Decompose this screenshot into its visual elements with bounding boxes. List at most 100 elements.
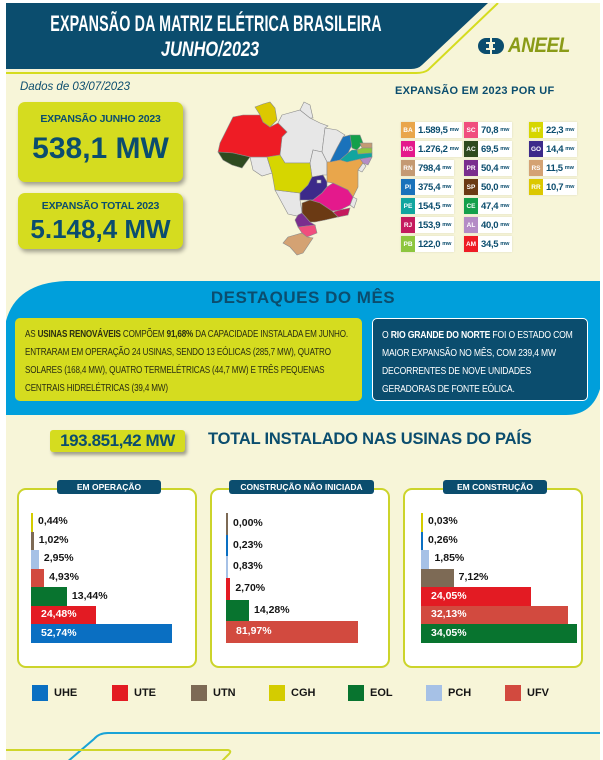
text-part: DA CAPACIDADE INSTALADA EM JUNHO. ENTRAR… — [25, 329, 348, 394]
bar-eol — [226, 599, 249, 622]
highlights-title: DESTAQUES DO MÊS — [210, 288, 396, 307]
bar-label-pch: 1,85% — [434, 552, 465, 565]
bar-label-cgh: 0,03% — [428, 515, 458, 528]
legend-item-eol: EOL — [348, 685, 393, 701]
footer-blue-line — [67, 732, 600, 760]
uf-badge: AM — [464, 236, 478, 252]
legend-swatch — [426, 685, 442, 701]
kpi-total-label: EXPANSÃO TOTAL 2023 — [41, 200, 160, 212]
highlight-renewables-text: AS USINAS RENOVÁVEIS COMPÕEM 91,68% DA C… — [25, 326, 365, 398]
uf-unit: mw — [500, 146, 510, 152]
data-date: Dados de 03/07/2023 — [20, 81, 130, 93]
map-state-ac — [217, 151, 251, 169]
uf-badge: PR — [464, 160, 478, 176]
map-state-rs — [282, 232, 314, 256]
uf-unit: mw — [442, 203, 452, 209]
uf-item-pi: PI 375,4 mw — [401, 179, 455, 195]
bar-eol — [421, 624, 577, 643]
bar-label-ute: 24,48% — [41, 608, 77, 621]
uf-value: 22,3 — [546, 124, 564, 136]
bar-label-ute: 2,70% — [235, 581, 266, 594]
brazil-map — [217, 101, 373, 256]
bar-label-utn: 0,00% — [233, 516, 263, 529]
bar-pch — [31, 550, 39, 569]
legend-label: UTE — [134, 687, 156, 699]
aneel-logo: ANEEL — [478, 34, 577, 58]
legend-item-cgh: CGH — [269, 685, 315, 701]
uf-unit: mw — [565, 127, 575, 133]
bar-ute — [31, 605, 97, 625]
uf-value: 69,5 — [481, 143, 499, 155]
highlight-state: O RIO GRANDE DO NORTE FOI O ESTADO COM M… — [372, 318, 588, 401]
uf-item-rr: RR 10,7 mw — [529, 179, 578, 195]
legend-swatch — [112, 685, 128, 701]
uf-unit: mw — [564, 165, 574, 171]
uf-unit: mw — [500, 222, 510, 228]
uf-unit: mw — [500, 127, 510, 133]
bar-ute — [421, 587, 532, 606]
page-subtitle: JUNHO/2023 — [160, 38, 260, 61]
bar-label-uhe: 0,26% — [428, 533, 458, 546]
installed-total-label: TOTAL INSTALADO NAS USINAS DO PAÍS — [208, 430, 532, 448]
uf-unit: mw — [442, 222, 452, 228]
uf-item-ba: BA 1.589,5 mw — [401, 122, 462, 138]
footer-decoration — [6, 732, 600, 760]
legend-label: UTN — [213, 687, 236, 699]
header-background — [6, 3, 488, 69]
text-part: COMPÕEM — [120, 329, 167, 340]
map-state-sc — [297, 224, 318, 238]
bar-eol — [31, 587, 67, 606]
uf-item-ce: CE 47,4 mw — [464, 198, 513, 214]
chart-panel-in-operation: EM OPERAÇÃO 0,44% 1,02% 2,95% 4,93% 13,44% 24… — [17, 480, 197, 668]
uf-item-sp: SP 50,0 mw — [464, 179, 513, 195]
bar-label-ufv: 32,13% — [431, 608, 467, 621]
uf-value: 375,4 — [418, 181, 441, 193]
bar-ufv — [421, 605, 569, 625]
uf-unit: mw — [500, 241, 510, 247]
uf-unit: mw — [449, 146, 459, 152]
text-emphasis: USINAS RENOVÁVEIS — [37, 329, 121, 340]
text-part: O — [382, 330, 391, 341]
map-state-ba — [326, 158, 364, 198]
legend-item-utn: UTN — [191, 685, 236, 701]
uf-badge: AL — [464, 217, 478, 233]
uf-item-rs: RS 11,5 mw — [529, 160, 577, 176]
uf-item-sc: SC 70,8 mw — [464, 122, 513, 138]
uf-badge: RS — [529, 160, 543, 176]
uf-value: 47,4 — [481, 200, 499, 212]
bar-ufv — [226, 621, 358, 643]
uf-unit: mw — [442, 184, 452, 190]
legend-swatch — [505, 685, 521, 701]
uf-badge: MG — [401, 141, 415, 157]
legend-swatch — [269, 685, 285, 701]
bar-label-uhe: 0,23% — [233, 538, 263, 551]
bar-label-cgh: 0,44% — [38, 515, 68, 528]
uf-item-pb: PB 122,0 mw — [401, 236, 455, 252]
map-state-ap — [299, 101, 314, 119]
bar-label-pch: 0,83% — [233, 560, 263, 573]
uf-badge: RR — [529, 179, 543, 195]
text-part: FOI O ESTADO COM MAIOR EXPANSÃO NO MÊS, … — [382, 330, 573, 395]
bar-label-ufv: 4,93% — [49, 571, 79, 583]
uf-item-pe: PE 154,5 mw — [401, 198, 455, 214]
bar-label-ute: 24,05% — [431, 589, 467, 602]
bar-utn — [421, 568, 454, 588]
bar-pch — [226, 556, 228, 578]
map-state-rn — [359, 142, 373, 149]
uf-badge: SC — [464, 122, 478, 138]
kpi-total-expansion: EXPANSÃO TOTAL 2023 5.148,4 MW — [18, 193, 183, 249]
header-accent-line — [6, 3, 499, 74]
uf-badge: GO — [529, 141, 543, 157]
legend-swatch — [32, 685, 48, 701]
uf-item-pr: PR 50,4 mw — [464, 160, 513, 176]
chart-title: EM OPERAÇÃO — [57, 480, 161, 494]
uf-value: 154,5 — [418, 200, 441, 212]
aneel-logo-text: ANEEL — [508, 34, 570, 57]
uf-badge: PE — [401, 198, 415, 214]
uf-item-am: AM 34,5 mw — [464, 236, 513, 252]
legend-swatch — [348, 685, 364, 701]
bar-ufv — [31, 568, 45, 588]
infographic-page: EXPANSÃO DA MATRIZ ELÉTRICA BRASILEIRA J… — [6, 3, 600, 760]
uf-badge: RJ — [401, 217, 415, 233]
bar-label-uhe: 52,74% — [41, 626, 77, 639]
